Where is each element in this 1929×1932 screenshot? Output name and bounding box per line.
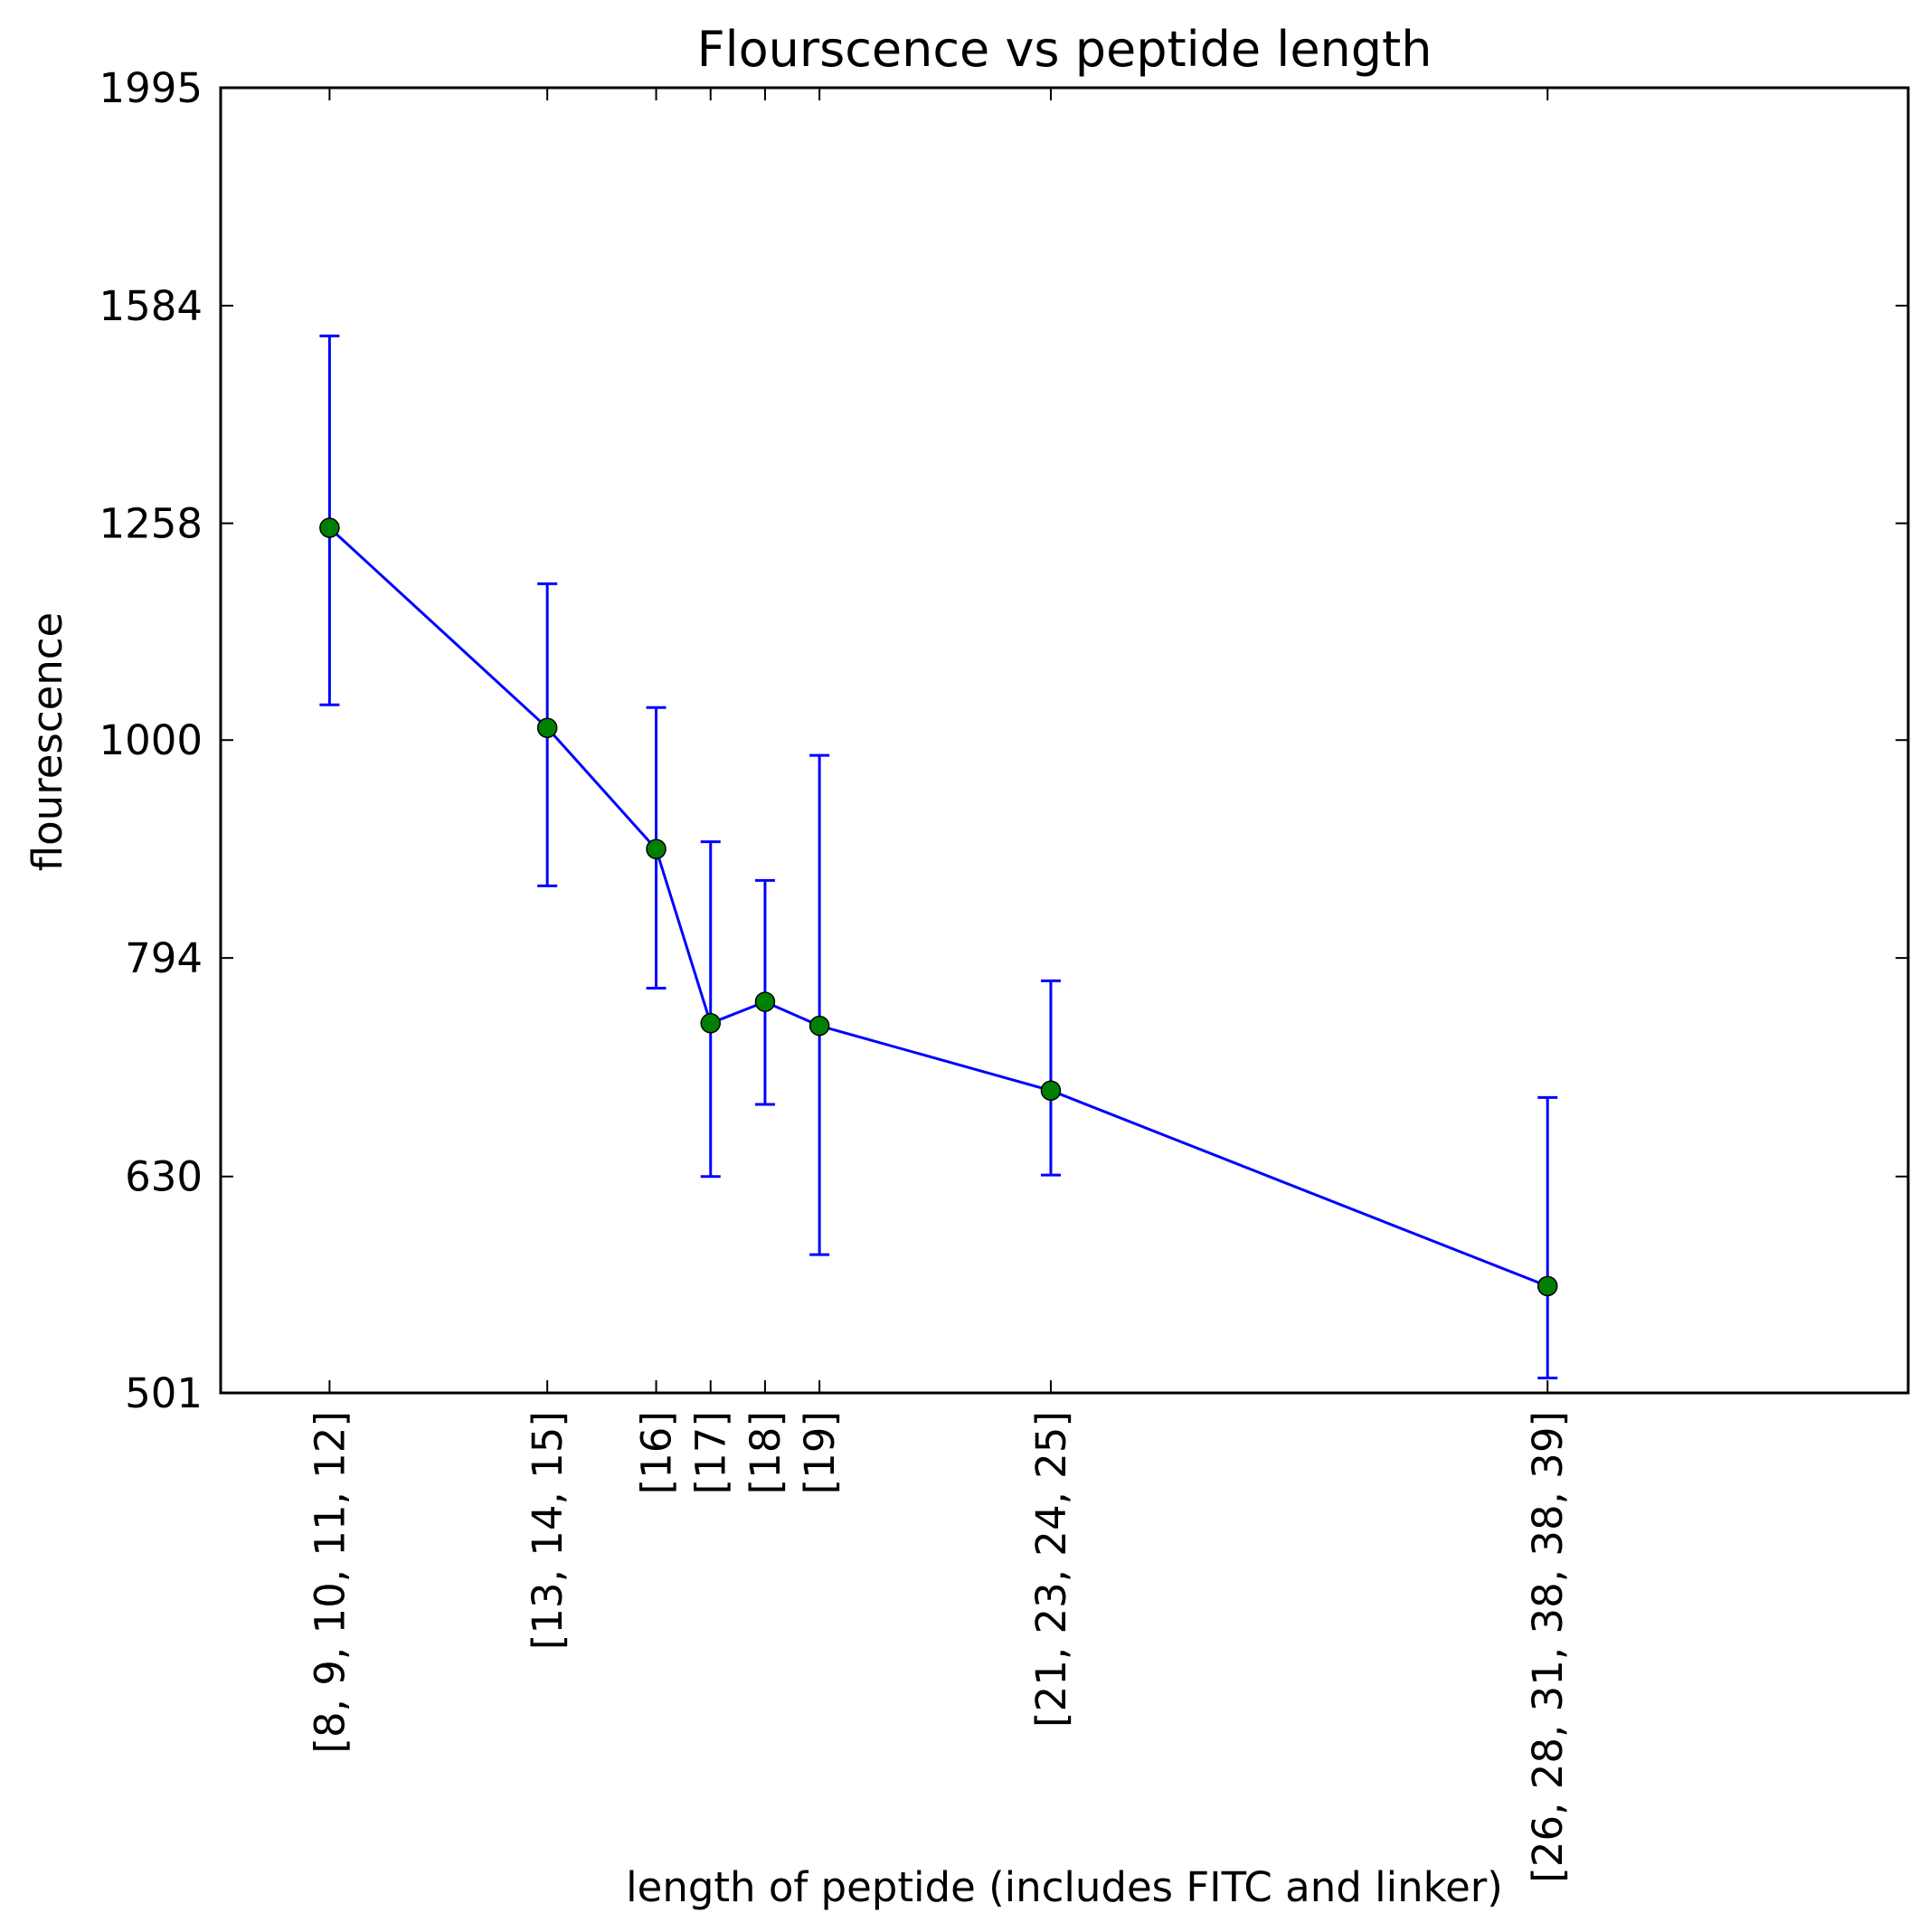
data-point [1537, 1275, 1558, 1297]
y-tick-label: 1258 [99, 500, 203, 548]
data-point [319, 517, 340, 538]
data-point [754, 991, 776, 1012]
y-tick-label: 1995 [99, 64, 203, 112]
y-tick-label: 1584 [99, 282, 203, 330]
x-tick-label: [13, 14, 15] [524, 1411, 572, 1650]
y-tick-label: 1000 [99, 716, 203, 764]
error-bars [319, 334, 1558, 1379]
series-lines [328, 526, 1548, 1288]
y-ticks: 501 630 794 1000 1258 1584 1995 [99, 64, 1908, 1417]
x-tick-label: [17] [687, 1411, 735, 1494]
x-axis-label: length of peptide (includes FITC and lin… [626, 1863, 1503, 1911]
data-point [646, 838, 667, 860]
x-ticks: [8, 9, 10, 11, 12] [13, 14, 15] [16] [17] [1… [306, 88, 1572, 1883]
chart-title: Flourscence vs peptide length [697, 21, 1433, 78]
data-point [808, 1015, 830, 1037]
x-tick-label: [21, 23, 24, 25] [1027, 1411, 1075, 1728]
data-points [319, 517, 1558, 1297]
x-tick-label: [18] [742, 1411, 790, 1494]
x-tick-label: [26, 28, 31, 38, 38, 39] [1524, 1411, 1572, 1883]
y-tick-label: 630 [125, 1153, 203, 1201]
plot-frame [219, 86, 1910, 1395]
x-tick-label: [19] [796, 1411, 844, 1494]
axes [219, 86, 1910, 1395]
data-point [1040, 1080, 1062, 1101]
data-point [536, 717, 558, 738]
data-point [700, 1013, 721, 1034]
x-tick-label: [16] [633, 1411, 681, 1494]
series-line [328, 526, 1548, 1288]
y-tick-label: 501 [125, 1369, 203, 1417]
x-tick-label: [8, 9, 10, 11, 12] [306, 1411, 354, 1754]
y-tick-label: 794 [125, 934, 203, 982]
y-axis-label: flourescence [24, 612, 71, 871]
